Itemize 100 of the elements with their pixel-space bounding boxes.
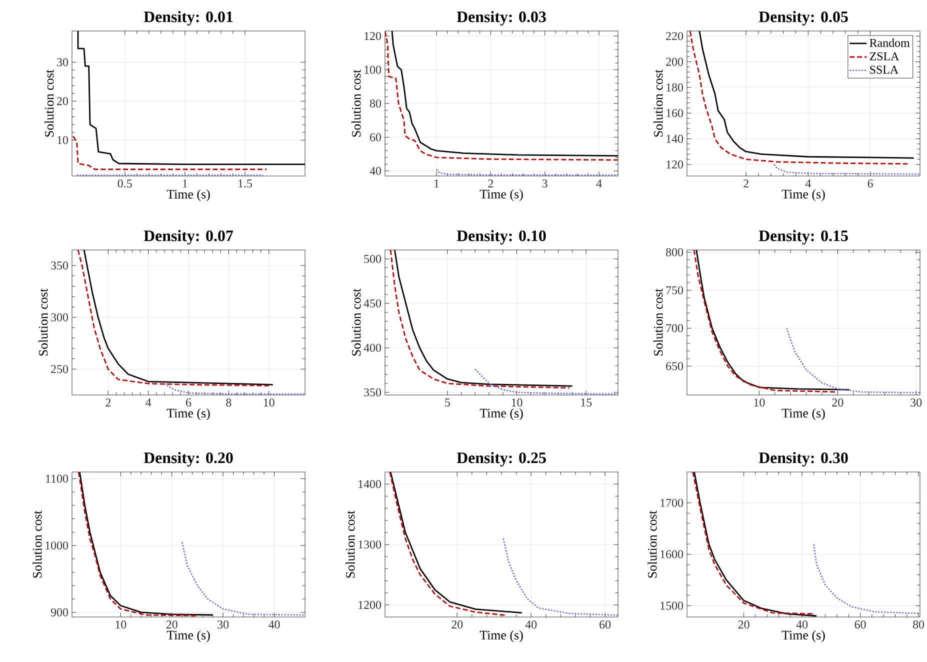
y-tick-label: 60 [370, 133, 382, 142]
y-tick-label: 450 [364, 299, 382, 308]
chart-title: Density: 0.03 [456, 10, 546, 26]
y-axis-title: Solution cost [44, 70, 54, 137]
x-tick-label: 1 [434, 180, 439, 188]
y-tick-label: 350 [364, 388, 382, 396]
y-tick-label: 1100 [46, 474, 68, 483]
y-tick-label: 1000 [46, 541, 68, 550]
y-tick-label: 160 [666, 109, 684, 118]
x-tick-label: 5 [445, 398, 450, 406]
x-tick-label: 60 [600, 620, 611, 629]
y-tick-label: 800 [666, 248, 684, 256]
x-axis-title: Time (s) [782, 189, 825, 202]
x-tick-label: 4 [596, 180, 602, 188]
y-tick-label: 140 [666, 134, 684, 143]
y-tick-label: 1500 [660, 602, 684, 610]
y-tick-label: 250 [51, 365, 68, 374]
x-axis-title: Time (s) [782, 408, 825, 420]
x-tick-label: 8 [226, 398, 232, 407]
x-tick-label: 2 [106, 398, 110, 406]
chart-title: Density: 0.25 [456, 452, 546, 466]
y-axis-title: Solution cost [352, 288, 361, 356]
x-axis-title: Time (s) [782, 630, 825, 642]
y-tick-label: 220 [666, 32, 684, 40]
x-tick-label: 2 [744, 180, 748, 188]
x-tick-label: 20 [452, 620, 463, 629]
y-axis-title: Solution cost [346, 510, 355, 578]
x-tick-label: 10 [116, 620, 126, 629]
x-tick-label: 40 [796, 620, 808, 629]
y-tick-label: 1400 [358, 480, 382, 488]
y-axis-title: Solution cost [352, 70, 361, 137]
x-tick-label: 30 [218, 620, 229, 629]
x-tick-label: 15 [581, 398, 592, 407]
y-tick-label: 10 [58, 136, 68, 144]
x-axis-title: Time (s) [480, 630, 523, 642]
chart-title: Density: 0.10 [456, 230, 546, 244]
y-tick-label: 1700 [660, 498, 684, 507]
x-tick-label: 4 [146, 398, 152, 406]
x-tick-label: 6 [186, 398, 192, 407]
x-tick-label: 20 [738, 620, 750, 629]
y-tick-label: 1300 [358, 540, 382, 549]
line-series [474, 368, 618, 395]
x-axis-title: Time (s) [166, 630, 210, 642]
y-tick-label: 900 [50, 608, 68, 616]
x-tick-label: 20 [832, 398, 844, 407]
y-tick-label: 180 [666, 83, 684, 92]
legend-label: Random [870, 38, 910, 47]
x-tick-label: 0.5 [118, 180, 132, 188]
x-axis-title: Time (s) [166, 408, 210, 420]
legend-label: SSLA [870, 66, 898, 74]
x-axis-title: Time (s) [480, 408, 523, 420]
x-tick-label: 10 [512, 398, 522, 407]
y-tick-label: 80 [370, 99, 382, 108]
y-tick-label: 300 [51, 313, 68, 322]
x-tick-label: 1.5 [238, 180, 252, 188]
x-axis-title: Time (s) [166, 189, 210, 202]
x-tick-label: 3 [542, 180, 548, 188]
y-tick-label: 1600 [660, 550, 684, 558]
y-tick-label: 650 [666, 362, 684, 370]
y-tick-label: 30 [57, 58, 68, 66]
y-tick-label: 40 [370, 166, 382, 175]
y-axis-title: Solution cost [32, 510, 42, 578]
y-axis-title: Solution cost [654, 288, 663, 356]
y-tick-label: 750 [666, 286, 684, 294]
y-tick-label: 20 [57, 97, 68, 106]
y-axis-title: Solution cost [648, 510, 657, 578]
legend-label: ZSLA [870, 52, 900, 60]
y-tick-label: 1200 [358, 600, 382, 609]
x-tick-label: 4 [805, 180, 811, 188]
line-series [773, 164, 920, 175]
y-tick-label: 120 [364, 32, 382, 40]
y-axis-title: Solution cost [654, 70, 663, 137]
y-tick-label: 700 [666, 324, 684, 332]
chart-title: Density: 0.05 [758, 10, 848, 26]
x-tick-label: 10 [754, 398, 765, 407]
y-tick-label: 200 [666, 58, 684, 66]
x-tick-label: 60 [854, 620, 866, 629]
line-series [786, 328, 920, 394]
line-series [502, 538, 618, 616]
x-tick-label: 10 [264, 398, 274, 407]
x-tick-label: 40 [268, 620, 280, 629]
y-tick-label: 350 [51, 261, 68, 270]
chart-title: Density: 0.07 [144, 230, 234, 244]
y-tick-label: 100 [364, 66, 382, 74]
chart-title: Density: 0.01 [144, 10, 233, 26]
chart-title: Density: 0.20 [144, 452, 233, 466]
chart-title: Density: 0.30 [758, 452, 848, 466]
chart-title: Density: 0.15 [758, 230, 848, 244]
line-series [181, 542, 306, 616]
y-tick-label: 400 [364, 344, 382, 352]
line-series [813, 543, 920, 614]
x-tick-label: 1 [182, 180, 188, 188]
x-tick-label: 2 [488, 180, 493, 188]
y-axis-title: Solution cost [38, 288, 48, 356]
x-tick-label: 40 [525, 620, 537, 629]
y-tick-label: 120 [666, 160, 684, 168]
x-tick-label: 20 [166, 620, 178, 629]
x-tick-label: 6 [868, 180, 873, 188]
line-series [164, 382, 305, 395]
y-tick-label: 500 [364, 254, 382, 263]
